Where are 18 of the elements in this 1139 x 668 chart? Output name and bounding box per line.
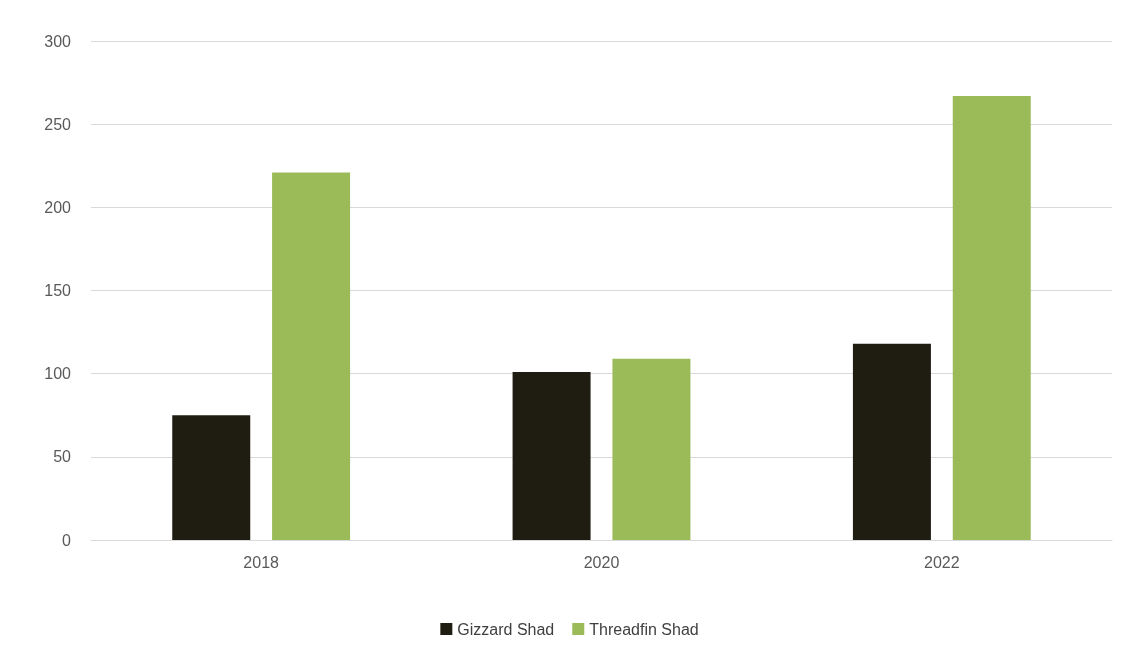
y-tick-label: 150 [44,282,72,299]
legend-label: Threadfin Shad [589,620,699,638]
x-tick-label: 2018 [243,553,280,571]
y-tick-label: 300 [44,32,72,50]
bar [952,95,1031,540]
bar [172,415,251,540]
bar [512,372,591,540]
y-tick-label: 50 [53,448,72,466]
y-tick-label: 0 [62,531,72,549]
y-tick-label: 200 [44,198,72,216]
y-tick-label: 250 [44,115,72,133]
bar [852,343,931,540]
bar [612,358,691,540]
bar [272,172,351,540]
x-tick-label: 2020 [583,553,620,571]
y-tick-label: 100 [44,365,72,383]
legend-label: Gizzard Shad [457,620,555,638]
x-tick-label: 2022 [924,553,960,571]
